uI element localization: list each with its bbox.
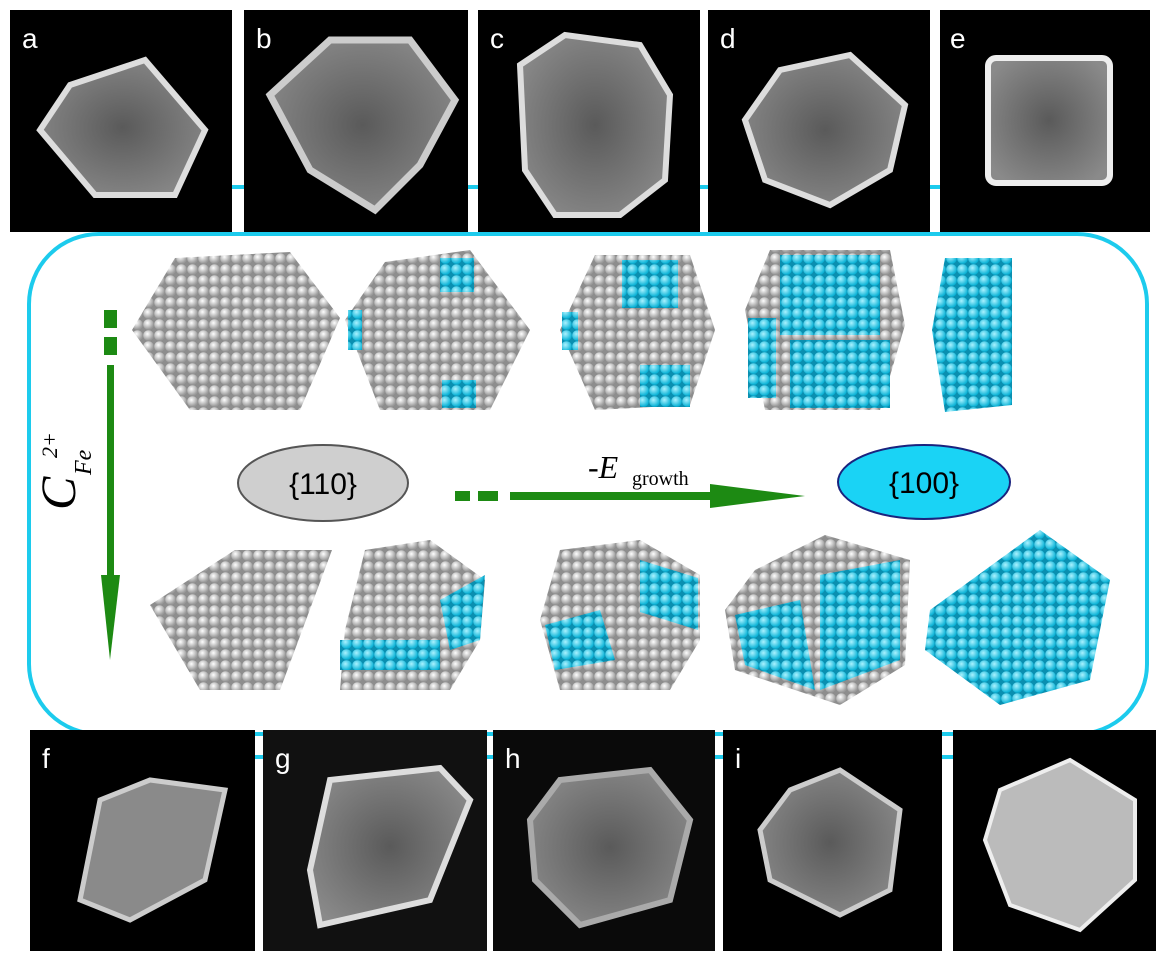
facet-label: {110}: [289, 468, 357, 501]
panel-label: f: [42, 743, 50, 774]
arrowhead: [101, 575, 120, 660]
energy-symbol: -E: [588, 449, 619, 485]
sem-bottom-row: f g h i: [30, 730, 1156, 951]
connector-lines: [232, 185, 953, 759]
facet-100: [837, 444, 1011, 520]
panel-label: c: [490, 23, 504, 54]
atom-models-top: [132, 250, 1012, 412]
panel-label: e: [950, 23, 966, 54]
panel-label: d: [720, 23, 736, 54]
concentration-subscript: Fe: [71, 449, 97, 476]
panel-label: b: [256, 23, 272, 54]
energy-subscript: growth: [632, 468, 689, 490]
concentration-symbol: C: [30, 476, 86, 510]
panel-label: g: [275, 743, 291, 774]
sem-top-row: a b c d e: [10, 10, 1150, 232]
facet-label: {100}: [889, 467, 959, 500]
panel-label: i: [735, 743, 741, 774]
atom-models-bottom: [150, 530, 1110, 705]
concentration-superscript: 2+: [37, 432, 62, 458]
arrows: [101, 310, 805, 660]
panel-label: a: [22, 23, 38, 54]
facet-110: [237, 444, 409, 522]
concentration-label: C Fe 2+: [30, 432, 97, 510]
panel-label: h: [505, 743, 521, 774]
